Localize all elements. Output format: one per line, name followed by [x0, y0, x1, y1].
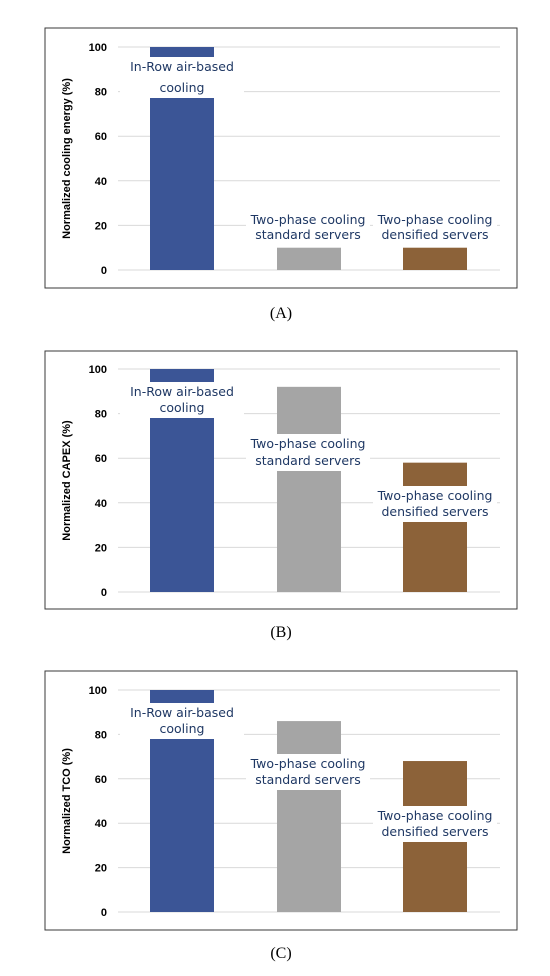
panel-caption: (C) [270, 945, 291, 962]
y-tick-label: 80 [95, 409, 107, 421]
category-label: cooling [160, 721, 205, 736]
y-tick-label: 0 [101, 907, 107, 919]
chart-panel-3: 0 20 40 60 80 100 Normalized TCO (%) In-Row air… [44, 670, 518, 962]
category-label: densified servers [381, 824, 488, 839]
category-label: cooling [160, 80, 205, 95]
label-background [246, 210, 370, 245]
label-background [373, 486, 497, 522]
category-label: standard servers [255, 772, 361, 787]
category-label: In-Row air-based [130, 705, 234, 720]
bar [403, 247, 467, 270]
y-tick-label: 40 [95, 818, 107, 830]
category-label: cooling [160, 400, 205, 415]
label-background [120, 382, 244, 418]
y-tick-label: 100 [89, 42, 107, 54]
category-label: Two-phase cooling [377, 488, 493, 503]
label-background [373, 806, 497, 842]
category-label: standard servers [255, 453, 361, 468]
label-background [246, 754, 370, 790]
category-label: standard servers [255, 227, 361, 242]
panel-caption: (A) [270, 305, 292, 322]
y-axis-label: Normalized TCO (%) [61, 748, 73, 854]
category-label: densified servers [381, 227, 488, 242]
y-tick-label: 100 [89, 685, 107, 697]
y-tick-label: 40 [95, 176, 107, 188]
label-background [246, 434, 370, 471]
y-tick-label: 20 [95, 863, 107, 875]
category-label: In-Row air-based [130, 384, 234, 399]
label-background [120, 703, 244, 739]
y-axis-label: Normalized cooling energy (%) [61, 78, 73, 239]
category-label: Two-phase cooling [377, 212, 493, 227]
category-label: Two-phase cooling [250, 436, 366, 451]
category-label: densified servers [381, 504, 488, 519]
y-tick-label: 20 [95, 542, 107, 554]
bar [277, 721, 341, 912]
y-tick-label: 20 [95, 220, 107, 232]
category-label: Two-phase cooling [250, 212, 366, 227]
chart-panel-1: 0 20 40 60 80 100 Normalized cooling energy (%… [44, 27, 518, 322]
y-tick-label: 60 [95, 131, 107, 143]
y-tick-label: 80 [95, 87, 107, 99]
y-tick-label: 100 [89, 364, 107, 376]
y-tick-label: 60 [95, 453, 107, 465]
bar [277, 386, 341, 592]
y-tick-label: 40 [95, 498, 107, 510]
y-axis-label: Normalized CAPEX (%) [61, 420, 73, 541]
y-tick-label: 0 [101, 587, 107, 599]
panel-caption: (B) [270, 624, 291, 641]
bar [403, 462, 467, 592]
y-tick-label: 80 [95, 729, 107, 741]
category-label: In-Row air-based [130, 59, 234, 74]
chart-panel-2: 0 20 40 60 80 100 Normalized CAPEX (%) In-Row a… [44, 350, 518, 641]
label-background [373, 210, 497, 245]
bar [277, 247, 341, 270]
category-label: Two-phase cooling [250, 756, 366, 771]
y-tick-label: 60 [95, 774, 107, 786]
y-tick-label: 0 [101, 265, 107, 277]
category-label: Two-phase cooling [377, 808, 493, 823]
label-background [120, 57, 244, 98]
